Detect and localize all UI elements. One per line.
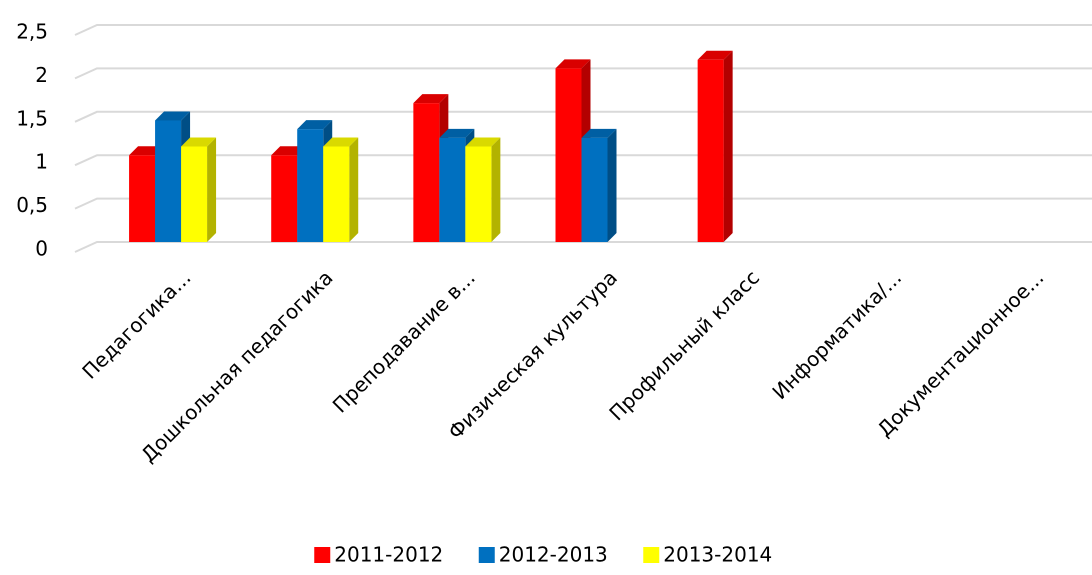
bar-top	[439, 128, 475, 138]
y-tick-label: 2	[35, 63, 48, 87]
bar-front	[465, 146, 492, 242]
bar-front	[413, 103, 440, 243]
legend-swatch	[478, 547, 495, 563]
x-tick-label: Педагогика...	[77, 265, 195, 383]
bar-side	[207, 137, 217, 242]
bar-front	[555, 68, 582, 243]
bar-top	[413, 94, 449, 104]
bar-front	[323, 146, 350, 242]
legend-label: 2012-2013	[499, 543, 608, 567]
grid-line	[74, 154, 1092, 167]
bar	[581, 128, 617, 242]
bar	[323, 137, 359, 242]
bar-side	[607, 128, 617, 242]
bar-top	[155, 111, 191, 121]
bar-top	[465, 137, 501, 147]
bar	[181, 137, 217, 242]
bar-top	[323, 137, 359, 147]
bar-front	[297, 129, 324, 242]
y-tick-label: 0	[35, 237, 48, 261]
x-tick-label: Документационное...	[872, 265, 1048, 441]
bar-top	[181, 137, 217, 147]
bar-top	[555, 59, 591, 69]
legend-swatch	[643, 547, 660, 563]
bar-front	[271, 155, 298, 242]
y-tick-label: 2,5	[16, 20, 48, 44]
x-tick-label: Преподавание в...	[328, 265, 480, 417]
bar-front	[697, 59, 724, 242]
bar-top	[581, 128, 617, 138]
bar	[697, 50, 733, 242]
y-tick-label: 1,5	[16, 106, 48, 130]
bar-side	[723, 50, 733, 242]
grid-line	[74, 110, 1092, 123]
x-tick-label: Профильный класс	[604, 265, 764, 425]
x-tick-label: Информатика/...	[767, 265, 906, 404]
grid-line	[74, 241, 1092, 253]
bar-front	[155, 120, 182, 242]
bar-front	[439, 137, 466, 242]
bar-side	[349, 137, 359, 242]
bar-top	[297, 120, 333, 130]
bar-top	[697, 50, 733, 60]
bar-side	[491, 137, 501, 242]
bar-front	[129, 155, 156, 242]
legend-label: 2011-2012	[334, 543, 443, 567]
y-tick-label: 1	[35, 150, 48, 174]
grid-line	[74, 67, 1092, 80]
bar-front	[581, 137, 608, 242]
legend-swatch	[314, 547, 331, 563]
bar	[465, 137, 501, 242]
bar-front	[181, 146, 208, 242]
grid-line	[74, 24, 1092, 36]
grid-line	[74, 197, 1092, 210]
y-tick-label: 0,5	[16, 193, 48, 217]
legend-label: 2013-2014	[663, 543, 772, 567]
x-tick-label: Физическая культура	[443, 265, 622, 444]
